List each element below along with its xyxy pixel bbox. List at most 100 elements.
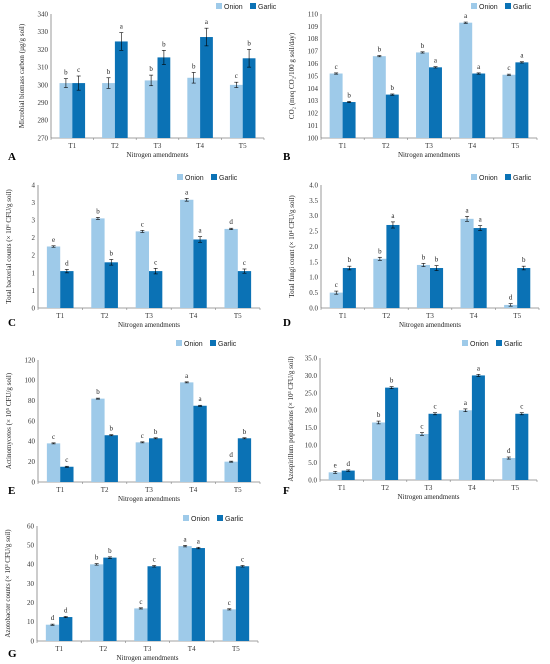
panel-label: G [8,648,17,660]
bar-onion [46,443,61,482]
bar-onion [329,73,343,138]
legend-label-onion: Onion [470,341,489,348]
significance-letter: b [154,428,158,436]
significance-letter: a [205,18,209,26]
x-tick-label: T5 [234,486,242,494]
significance-letter: c [520,403,523,411]
significance-letter: b [391,84,395,92]
y-tick-label: 0 [31,637,35,645]
legend-swatch-onion [462,340,468,346]
x-tick-label: T4 [196,142,204,150]
legend-swatch-garlic [505,174,511,180]
x-tick-label: T2 [111,142,119,150]
significance-letter: a [466,206,470,214]
y-tick-label: 3 [32,199,36,207]
x-tick-label: T5 [512,142,520,150]
y-tick-label: 40 [28,438,36,446]
bar-garlic [237,438,252,482]
bar-onion [415,433,429,480]
significance-letter: b [435,256,439,264]
y-tick-label: 340 [38,10,49,18]
y-tick-label: 10.0 [305,442,318,450]
significance-letter: b [108,547,112,555]
bar-garlic [342,268,356,308]
y-tick-label: 100 [308,134,319,142]
significance-letter: c [335,281,338,289]
significance-letter: b [243,428,247,436]
significance-letter: a [464,12,468,20]
bar-garlic [517,268,531,308]
legend: Onion Garlic [462,340,523,348]
y-tick-label: 4.0 [309,181,318,189]
x-axis-title: Nitrogen amendments [118,321,180,329]
significance-letter: a [434,57,438,65]
bar-onion [187,77,201,138]
bar-garlic [430,268,444,308]
significance-letter: b [421,42,425,50]
significance-letter: d [64,606,68,614]
significance-letter: b [96,388,100,396]
y-tick-label: 80 [28,397,36,405]
legend-swatch-garlic [211,174,217,180]
x-tick-label: T4 [468,484,476,492]
chart-panel-c: 0 1 1 2 2 3 3 4 T1 e d T2 b b T3 c c T4 a a T5 d c Nitrogen ame… [5,174,261,329]
y-tick-label: 104 [308,85,319,93]
bar-onion [135,231,149,308]
legend-label-garlic: Garlic [219,175,238,182]
significance-letter: a [520,52,524,60]
significance-letter: b [348,256,352,264]
bar-garlic [428,413,442,480]
significance-letter: c [235,72,238,80]
bar-onion [45,624,60,641]
legend-label-onion: Onion [479,4,498,11]
panel-label: F [283,485,290,497]
bar-onion [180,382,194,482]
y-tick-label: 0.5 [309,289,318,297]
legend-swatch-onion [183,515,189,521]
significance-letter: b [162,40,166,48]
x-tick-label: T3 [425,484,433,492]
y-axis-title: Total bacterial counts (× 10⁶ CFU/g soil… [5,189,13,304]
legend-label-garlic: Garlic [504,341,523,348]
significance-letter: c [154,258,157,266]
significance-letter: c [420,423,423,431]
y-tick-label: 110 [308,10,319,18]
legend-swatch-onion [471,174,477,180]
bar-garlic [515,62,529,138]
legend-swatch-garlic [496,340,502,346]
bar-garlic [386,224,400,308]
chart-panel-e: 0 20 40 60 80 100 120 T1 c c T2 b b T3 c b T4 a a T5 d b Nitro… [5,340,261,503]
bar-garlic [157,57,171,138]
legend-label-garlic: Garlic [258,4,277,11]
y-tick-label: 330 [38,28,49,36]
bar-onion [224,228,238,308]
y-tick-label: 20.0 [305,407,318,415]
bar-onion [504,304,518,308]
significance-letter: b [522,256,526,264]
x-tick-label: T2 [383,312,391,320]
chart-panel-f: 0.0 5.0 10.0 15.0 20.0 25.0 30.0 35.0 T1 e d T2 b b T3… [283,340,538,501]
y-tick-label: 20 [28,458,36,466]
legend-swatch-garlic [505,3,511,9]
x-tick-label: T5 [234,312,242,320]
bar-garlic [472,73,486,138]
significance-letter: b [377,411,381,419]
y-tick-label: 300 [38,81,49,89]
y-tick-label: 2.0 [309,243,318,251]
bar-garlic [385,94,399,138]
bar-garlic [60,271,74,308]
bar-garlic [515,413,529,480]
bar-onion [229,84,243,138]
legend: Onion Garlic [177,174,238,182]
y-axis-title: Microbial biomass carbon (µg/g soil) [18,23,26,128]
significance-letter: e [52,236,55,244]
y-tick-label: 1 [32,269,36,277]
bar-garlic [147,566,161,641]
bar-onion [460,218,474,308]
bar-garlic [72,83,86,138]
y-tick-label: 100 [25,377,36,385]
significance-letter: c [433,403,436,411]
x-tick-label: T5 [239,142,247,150]
y-tick-label: 0.0 [308,476,317,484]
